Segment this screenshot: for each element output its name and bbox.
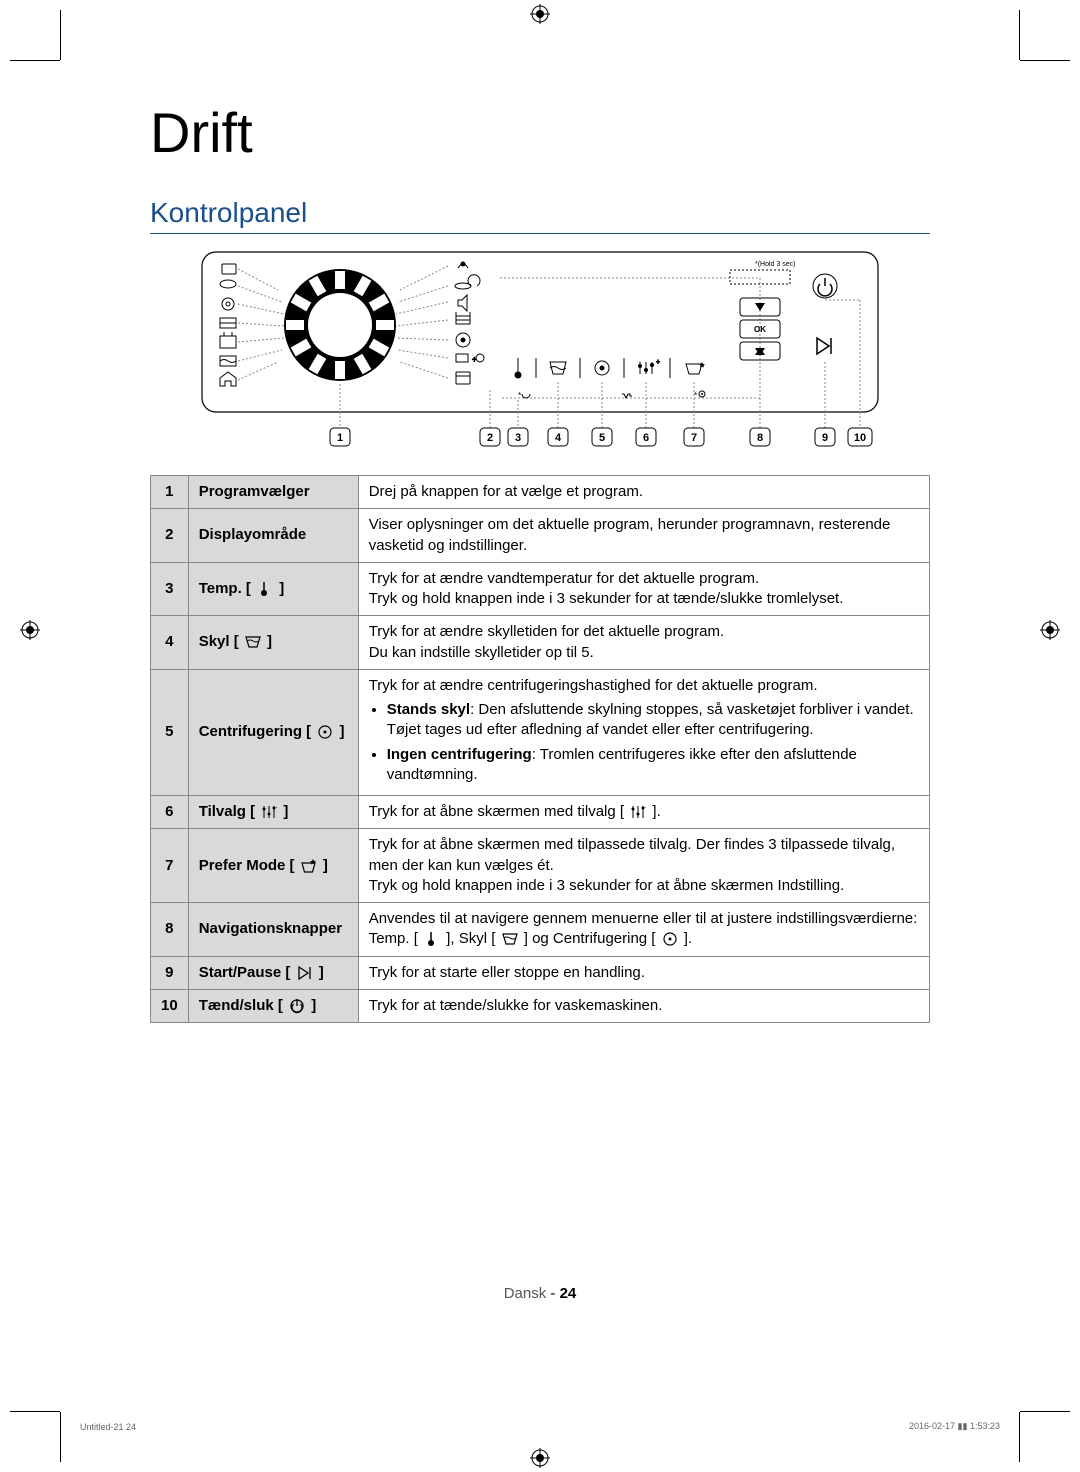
row-description: Tryk for at åbne skærmen med tilpassede … <box>358 829 929 903</box>
control-table: 1ProgramvælgerDrej på knappen for at væl… <box>150 475 930 1023</box>
spin-icon <box>662 931 678 947</box>
row-label: Temp. [ ] <box>188 562 358 616</box>
hold-3sec-label: *(Hold 3 sec) <box>755 261 795 268</box>
page-title: Drift <box>150 100 930 165</box>
options-icon <box>261 804 277 820</box>
row-label: Programvælger <box>188 476 358 509</box>
crop-mark <box>60 1412 61 1462</box>
row-number: 8 <box>151 903 189 957</box>
options-icon <box>630 804 646 820</box>
row-label: Skyl [ ] <box>188 616 358 670</box>
row-label: Navigationsknapper <box>188 903 358 957</box>
section-subtitle: Kontrolpanel <box>150 197 307 233</box>
footer-doc-id: Untitled-21 24 <box>80 1422 136 1432</box>
table-row: 9Start/Pause [ ]Tryk for at starte eller… <box>151 956 930 989</box>
crop-mark <box>1019 1412 1020 1462</box>
svg-text:10: 10 <box>854 432 866 444</box>
svg-text:5: 5 <box>599 432 605 444</box>
row-description: Tryk for at ændre vandtemperatur for det… <box>358 562 929 616</box>
crop-mark <box>60 10 61 60</box>
row-label: Prefer Mode [ ] <box>188 829 358 903</box>
registration-mark-left-icon <box>20 620 40 640</box>
crop-mark <box>1020 60 1070 61</box>
row-number: 7 <box>151 829 189 903</box>
table-row: 3Temp. [ ]Tryk for at ændre vandtemperat… <box>151 562 930 616</box>
row-number: 10 <box>151 989 189 1022</box>
basin-rinse-icon <box>245 634 261 650</box>
svg-text:6: 6 <box>643 432 649 444</box>
svg-text:+: + <box>656 359 660 366</box>
row-number: 3 <box>151 562 189 616</box>
registration-mark-bottom-icon <box>530 1448 550 1468</box>
row-description: Tryk for at ændre centrifugeringshastigh… <box>358 669 929 795</box>
crop-mark <box>1019 10 1020 60</box>
row-description: Anvendes til at navigere gennem menuerne… <box>358 903 929 957</box>
row-number: 2 <box>151 509 189 563</box>
table-row: 6Tilvalg [ ]Tryk for at åbne skærmen med… <box>151 796 930 829</box>
crop-mark <box>10 1411 60 1412</box>
table-row: 2DisplayområdeViser oplysninger om det a… <box>151 509 930 563</box>
row-description: Tryk for at tænde/slukke for vaskemaskin… <box>358 989 929 1022</box>
row-number: 1 <box>151 476 189 509</box>
page-footer: Dansk - 24 <box>0 1285 1080 1302</box>
thermometer-icon <box>424 931 440 947</box>
registration-mark-top-icon <box>530 4 550 24</box>
svg-text:7: 7 <box>691 432 697 444</box>
table-row: 10Tænd/sluk [ ]Tryk for at tænde/slukke … <box>151 989 930 1022</box>
row-label: Tilvalg [ ] <box>188 796 358 829</box>
crop-mark <box>1020 1411 1070 1412</box>
table-row: 4Skyl [ ]Tryk for at ændre skylletiden f… <box>151 616 930 670</box>
row-number: 5 <box>151 669 189 795</box>
spin-icon <box>317 724 333 740</box>
row-description: Viser oplysninger om det aktuelle progra… <box>358 509 929 563</box>
svg-text:3: 3 <box>515 432 521 444</box>
thermometer-icon <box>257 581 273 597</box>
row-description: Drej på knappen for at vælge et program. <box>358 476 929 509</box>
row-number: 6 <box>151 796 189 829</box>
svg-text:1: 1 <box>337 432 343 444</box>
row-description: Tryk for at åbne skærmen med tilvalg [ ]… <box>358 796 929 829</box>
row-label: Start/Pause [ ] <box>188 956 358 989</box>
footer-timestamp: 2016-02-17 ▮▮ 1:53:23 <box>909 1421 1000 1432</box>
svg-text:8: 8 <box>757 432 763 444</box>
basin-rinse-icon <box>502 931 518 947</box>
registration-mark-right-icon <box>1040 620 1060 640</box>
row-label: Centrifugering [ ] <box>188 669 358 795</box>
table-row: 7Prefer Mode [ ]Tryk for at åbne skærmen… <box>151 829 930 903</box>
prefer-icon <box>301 858 317 874</box>
svg-text:2: 2 <box>487 432 493 444</box>
svg-text:OK: OK <box>754 325 766 334</box>
svg-text:*: * <box>518 391 521 400</box>
playpause-icon <box>297 965 313 981</box>
row-label: Tænd/sluk [ ] <box>188 989 358 1022</box>
table-row: 1ProgramvælgerDrej på knappen for at væl… <box>151 476 930 509</box>
row-description: Tryk for at starte eller stoppe en handl… <box>358 956 929 989</box>
control-panel-diagram: + *(Hold 3 sec) OK <box>200 250 880 455</box>
crop-mark <box>10 60 60 61</box>
svg-text:4: 4 <box>555 432 562 444</box>
row-number: 4 <box>151 616 189 670</box>
svg-text:9: 9 <box>822 432 828 444</box>
table-row: 5Centrifugering [ ]Tryk for at ændre cen… <box>151 669 930 795</box>
row-number: 9 <box>151 956 189 989</box>
row-description: Tryk for at ændre skylletiden for det ak… <box>358 616 929 670</box>
table-row: 8NavigationsknapperAnvendes til at navig… <box>151 903 930 957</box>
power-icon <box>289 998 305 1014</box>
row-label: Displayområde <box>188 509 358 563</box>
